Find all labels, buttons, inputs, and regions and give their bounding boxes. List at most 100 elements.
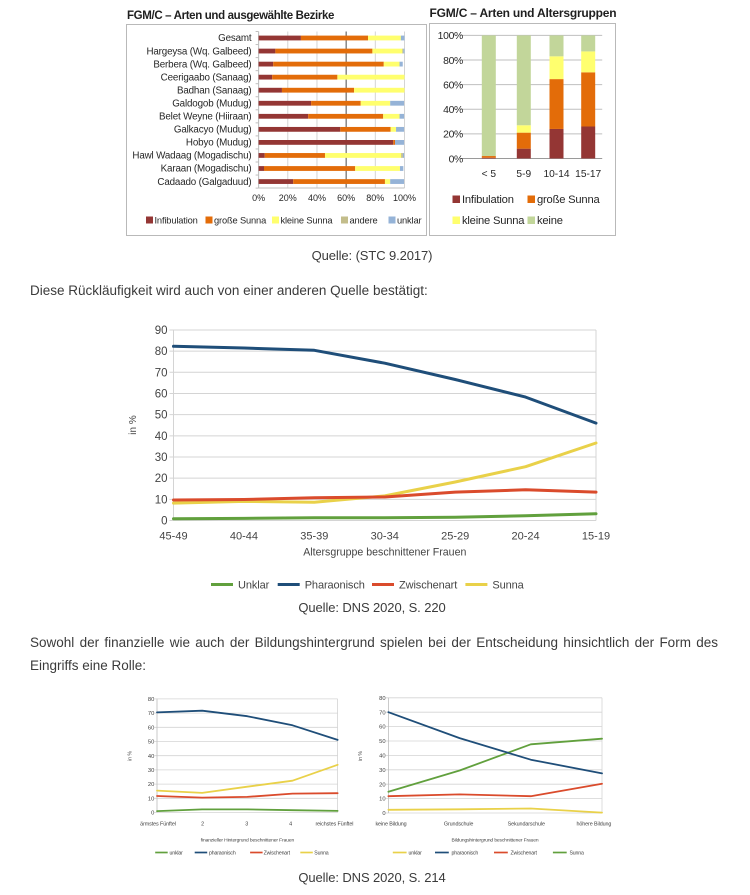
svg-text:60%: 60%: [337, 193, 355, 203]
svg-text:0%: 0%: [449, 154, 463, 165]
svg-text:finanzieller Hintergrund besch: finanzieller Hintergrund beschnittener F…: [201, 838, 295, 844]
svg-text:70: 70: [148, 711, 154, 717]
svg-text:Hargeysa (Wq. Galbeed): Hargeysa (Wq. Galbeed): [146, 46, 251, 57]
svg-text:Ceerigaabo (Sanaag): Ceerigaabo (Sanaag): [161, 72, 252, 83]
svg-text:höhere Bildung: höhere Bildung: [576, 822, 611, 828]
svg-text:Sunna: Sunna: [570, 851, 585, 857]
svg-text:Altersgruppe beschnittener Fra: Altersgruppe beschnittener Frauen: [303, 547, 466, 559]
svg-text:40: 40: [379, 754, 385, 760]
svg-text:kleine Sunna: kleine Sunna: [462, 215, 525, 227]
svg-text:0: 0: [151, 811, 154, 817]
svg-text:80%: 80%: [366, 193, 384, 203]
svg-text:80%: 80%: [443, 56, 463, 67]
svg-text:unklar: unklar: [397, 216, 421, 226]
svg-text:2: 2: [201, 822, 204, 828]
svg-text:40-44: 40-44: [230, 531, 258, 543]
svg-text:Cadaado (Galgaduud): Cadaado (Galgaduud): [157, 177, 251, 188]
svg-text:10: 10: [379, 797, 385, 803]
svg-text:Galkacyo (Mudug): Galkacyo (Mudug): [174, 125, 252, 136]
svg-text:10: 10: [155, 494, 168, 506]
svg-text:70: 70: [155, 367, 168, 379]
svg-text:10: 10: [148, 796, 154, 802]
svg-text:pharaonisch: pharaonisch: [209, 851, 236, 857]
svg-text:Badhan (Sanaag): Badhan (Sanaag): [177, 85, 252, 96]
svg-text:20%: 20%: [443, 130, 463, 141]
svg-text:20: 20: [379, 782, 385, 788]
svg-text:unklar: unklar: [409, 851, 423, 857]
svg-text:Infibulation: Infibulation: [462, 194, 514, 206]
svg-text:30-34: 30-34: [371, 531, 399, 543]
svg-text:große Sunna: große Sunna: [537, 194, 600, 206]
svg-text:Sunna: Sunna: [314, 851, 329, 857]
svg-text:0: 0: [161, 516, 167, 528]
svg-text:Pharaonisch: Pharaonisch: [305, 580, 365, 592]
svg-text:40%: 40%: [308, 193, 326, 203]
svg-text:in %: in %: [128, 751, 134, 761]
svg-text:Zwischenart: Zwischenart: [511, 851, 538, 857]
svg-text:0%: 0%: [252, 193, 265, 203]
svg-text:15-17: 15-17: [575, 169, 601, 180]
svg-text:45-49: 45-49: [159, 531, 187, 543]
svg-text:35-39: 35-39: [300, 531, 328, 543]
svg-text:100%: 100%: [393, 193, 416, 203]
svg-text:Sunna: Sunna: [492, 580, 524, 592]
svg-text:keine Bildung: keine Bildung: [375, 822, 406, 828]
svg-text:in %: in %: [128, 415, 139, 435]
svg-text:50: 50: [148, 740, 154, 746]
svg-text:pharaonisch: pharaonisch: [452, 851, 479, 857]
svg-text:4: 4: [289, 822, 292, 828]
svg-text:40%: 40%: [443, 105, 463, 116]
svg-text:große Sunna: große Sunna: [214, 216, 267, 226]
svg-text:20: 20: [148, 782, 154, 788]
svg-text:unklar: unklar: [170, 851, 184, 857]
svg-text:20-24: 20-24: [512, 531, 540, 543]
svg-text:Belet Weyne (Hiiraan): Belet Weyne (Hiiraan): [159, 112, 252, 123]
svg-text:Unklar: Unklar: [238, 580, 270, 592]
svg-text:60: 60: [148, 725, 154, 731]
svg-text:80: 80: [148, 697, 154, 703]
svg-text:80: 80: [155, 346, 168, 358]
svg-text:FGM/C – Arten und Altersgruppe: FGM/C – Arten und Altersgruppen: [430, 6, 617, 20]
svg-text:Sekundarschule: Sekundarschule: [508, 822, 545, 828]
svg-text:60%: 60%: [443, 80, 463, 91]
svg-text:Berbera (Wq. Galbeed): Berbera (Wq. Galbeed): [153, 59, 251, 70]
svg-text:30: 30: [155, 452, 168, 464]
svg-text:100%: 100%: [438, 31, 463, 42]
svg-text:60: 60: [379, 725, 385, 731]
svg-text:Karaan (Mogadischu): Karaan (Mogadischu): [161, 164, 252, 175]
svg-text:< 5: < 5: [482, 169, 497, 180]
svg-text:30: 30: [148, 768, 154, 774]
svg-text:Zwischenart: Zwischenart: [399, 580, 457, 592]
svg-text:reichstes Fünftel: reichstes Fünftel: [315, 822, 353, 828]
svg-text:20%: 20%: [279, 193, 297, 203]
svg-text:Infibulation: Infibulation: [155, 216, 198, 226]
svg-text:50: 50: [379, 739, 385, 745]
svg-text:80: 80: [379, 696, 385, 702]
svg-text:5-9: 5-9: [516, 169, 531, 180]
svg-text:60: 60: [155, 388, 168, 400]
svg-text:40: 40: [155, 431, 168, 443]
svg-text:FGM/C – Arten und ausgewählte: FGM/C – Arten und ausgewählte Bezirke: [127, 10, 334, 22]
svg-text:25-29: 25-29: [441, 531, 469, 543]
svg-text:Hawl Wadaag (Mogadischu): Hawl Wadaag (Mogadischu): [132, 151, 251, 162]
svg-text:ärmstes Fünftel: ärmstes Fünftel: [140, 822, 176, 828]
svg-text:40: 40: [148, 754, 154, 760]
svg-text:0: 0: [382, 811, 385, 817]
svg-text:15-19: 15-19: [582, 531, 610, 543]
svg-text:30: 30: [379, 768, 385, 774]
svg-text:Grundschule: Grundschule: [444, 822, 474, 828]
svg-text:3: 3: [245, 822, 248, 828]
svg-text:kleine Sunna: kleine Sunna: [281, 216, 334, 226]
svg-text:70: 70: [379, 710, 385, 716]
svg-text:in %: in %: [358, 751, 364, 761]
svg-text:Bildungshintergrund beschnitte: Bildungshintergrund beschnittener Frauen: [451, 838, 538, 844]
svg-text:andere: andere: [350, 216, 378, 226]
svg-text:Gesamt: Gesamt: [218, 33, 252, 44]
svg-text:50: 50: [155, 410, 168, 422]
svg-text:Galdogob (Mudug): Galdogob (Mudug): [172, 98, 251, 109]
svg-text:10-14: 10-14: [543, 169, 569, 180]
svg-text:Zwischenart: Zwischenart: [264, 851, 291, 857]
svg-text:90: 90: [155, 325, 168, 337]
svg-text:keine: keine: [537, 215, 563, 227]
svg-text:Hobyo (Mudug): Hobyo (Mudug): [186, 138, 252, 149]
